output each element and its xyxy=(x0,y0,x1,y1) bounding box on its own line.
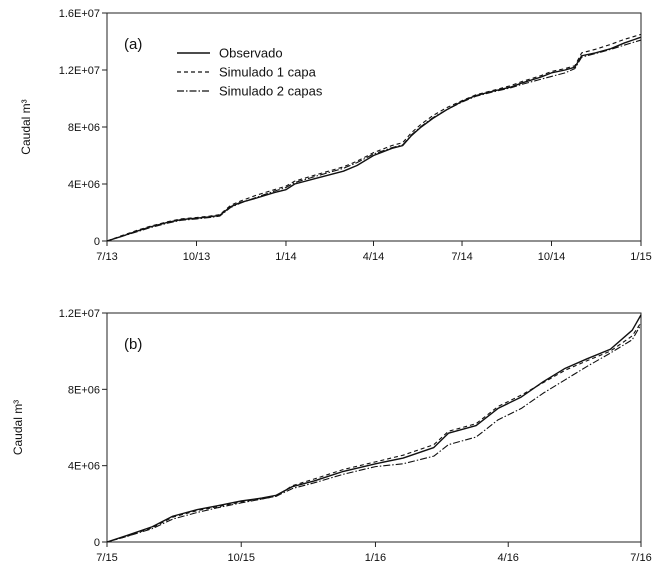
series-line-solid xyxy=(106,36,642,242)
x-tick-label: 1/15 xyxy=(630,251,651,263)
y-tick-label: 4E+06 xyxy=(68,461,100,473)
x-tick-label: 7/14 xyxy=(451,251,472,263)
x-tick-label: 7/15 xyxy=(96,552,117,564)
y-tick-label: 1.2E+07 xyxy=(59,308,100,320)
x-tick-label: 7/13 xyxy=(96,251,117,263)
panel-label: (b) xyxy=(124,336,142,353)
y-axis-title: Caudal m³ xyxy=(19,99,33,154)
panel-label: (a) xyxy=(124,36,142,53)
y-tick-label: 4E+06 xyxy=(68,179,100,191)
x-tick-label: 10/13 xyxy=(183,251,211,263)
y-tick-label: 0 xyxy=(94,236,100,248)
series-line-dashed xyxy=(106,33,642,242)
x-tick-label: 7/16 xyxy=(630,552,651,564)
x-tick-label: 1/14 xyxy=(275,251,296,263)
legend-label: Simulado 1 capa xyxy=(219,65,317,80)
series-line-dash-dot xyxy=(106,39,642,242)
plot-frame xyxy=(106,312,642,543)
series-line-dashed xyxy=(106,322,642,543)
y-tick-label: 8E+06 xyxy=(68,384,100,396)
y-tick-label: 8E+06 xyxy=(68,122,100,134)
panel-a: 0 4E+06 8E+06 1.2E+07 1.6E+07 7/13 10/13 1/14 4/… xyxy=(19,8,652,263)
series-line-solid xyxy=(106,314,642,543)
x-tick-label: 10/15 xyxy=(227,552,255,564)
legend-label: Observado xyxy=(219,46,283,61)
x-tick-label: 4/14 xyxy=(363,251,384,263)
y-axis-title: Caudal m³ xyxy=(11,400,25,455)
x-tick-label: 1/16 xyxy=(365,552,386,564)
x-tick-label: 10/14 xyxy=(538,251,566,263)
plot-frame xyxy=(106,12,642,242)
y-tick-label: 1.2E+07 xyxy=(59,65,100,77)
series-line-dash-dot xyxy=(106,324,642,543)
y-tick-label: 0 xyxy=(94,537,100,549)
y-tick-label: 1.6E+07 xyxy=(59,8,100,20)
x-tick-label: 4/16 xyxy=(498,552,519,564)
panel-b: 0 4E+06 8E+06 1.2E+07 7/15 10/15 1/16 4/16 7/16 C… xyxy=(11,308,652,564)
legend-label: Simulado 2 capas xyxy=(219,84,323,99)
